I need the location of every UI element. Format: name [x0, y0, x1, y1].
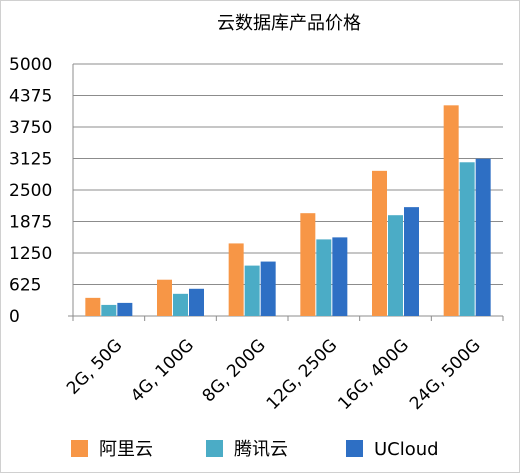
y-tick-label: 2500 [9, 181, 52, 201]
y-tick-label: 1875 [9, 213, 52, 233]
bar-0-4 [372, 170, 387, 316]
y-tick-label: 5000 [9, 55, 52, 75]
x-category-label: 8G, 200G [199, 335, 270, 406]
chart-title: 云数据库产品价格 [217, 13, 361, 34]
legend-label-0: 阿里云 [99, 439, 153, 460]
legend-label-1: 腾讯云 [234, 439, 288, 460]
bar-2-5 [475, 158, 491, 316]
bar-2-2 [260, 261, 276, 316]
y-tick-label: 0 [9, 307, 20, 327]
y-tick-label: 3750 [9, 118, 52, 138]
y-tick-label: 625 [9, 276, 41, 296]
x-category-label: 24G, 500G [406, 335, 485, 414]
bar-1-3 [316, 239, 332, 316]
legend-swatch-2 [346, 440, 363, 457]
y-tick-label: 3125 [9, 150, 52, 170]
legend-swatch-0 [71, 440, 88, 457]
y-tick-label: 4375 [9, 87, 52, 107]
bar-2-1 [189, 288, 204, 316]
x-category-label: 16G, 400G [334, 335, 413, 414]
bar-1-1 [173, 293, 188, 316]
bar-0-1 [157, 279, 172, 316]
bar-0-5 [443, 105, 459, 316]
bar-0-2 [228, 243, 244, 316]
x-category-label: 4G, 100G [127, 335, 198, 406]
legend-swatch-1 [206, 440, 223, 457]
bar-1-5 [459, 162, 475, 316]
bar-2-4 [404, 207, 419, 316]
x-category-label: 2G, 50G [63, 335, 126, 398]
y-tick-label: 1250 [9, 244, 52, 264]
bars [85, 105, 491, 316]
bar-2-3 [332, 237, 348, 316]
legend-label-2: UCloud [374, 439, 439, 460]
axes [68, 64, 504, 321]
bar-0-3 [300, 213, 316, 316]
bar-1-4 [388, 215, 403, 316]
bar-1-0 [101, 304, 117, 316]
gridlines [73, 63, 503, 285]
bar-2-0 [117, 302, 133, 316]
x-category-label: 12G, 250G [263, 335, 342, 414]
bar-0-0 [85, 297, 101, 316]
legend: 阿里云 腾讯云 UCloud [71, 439, 439, 460]
bar-1-2 [244, 265, 260, 316]
